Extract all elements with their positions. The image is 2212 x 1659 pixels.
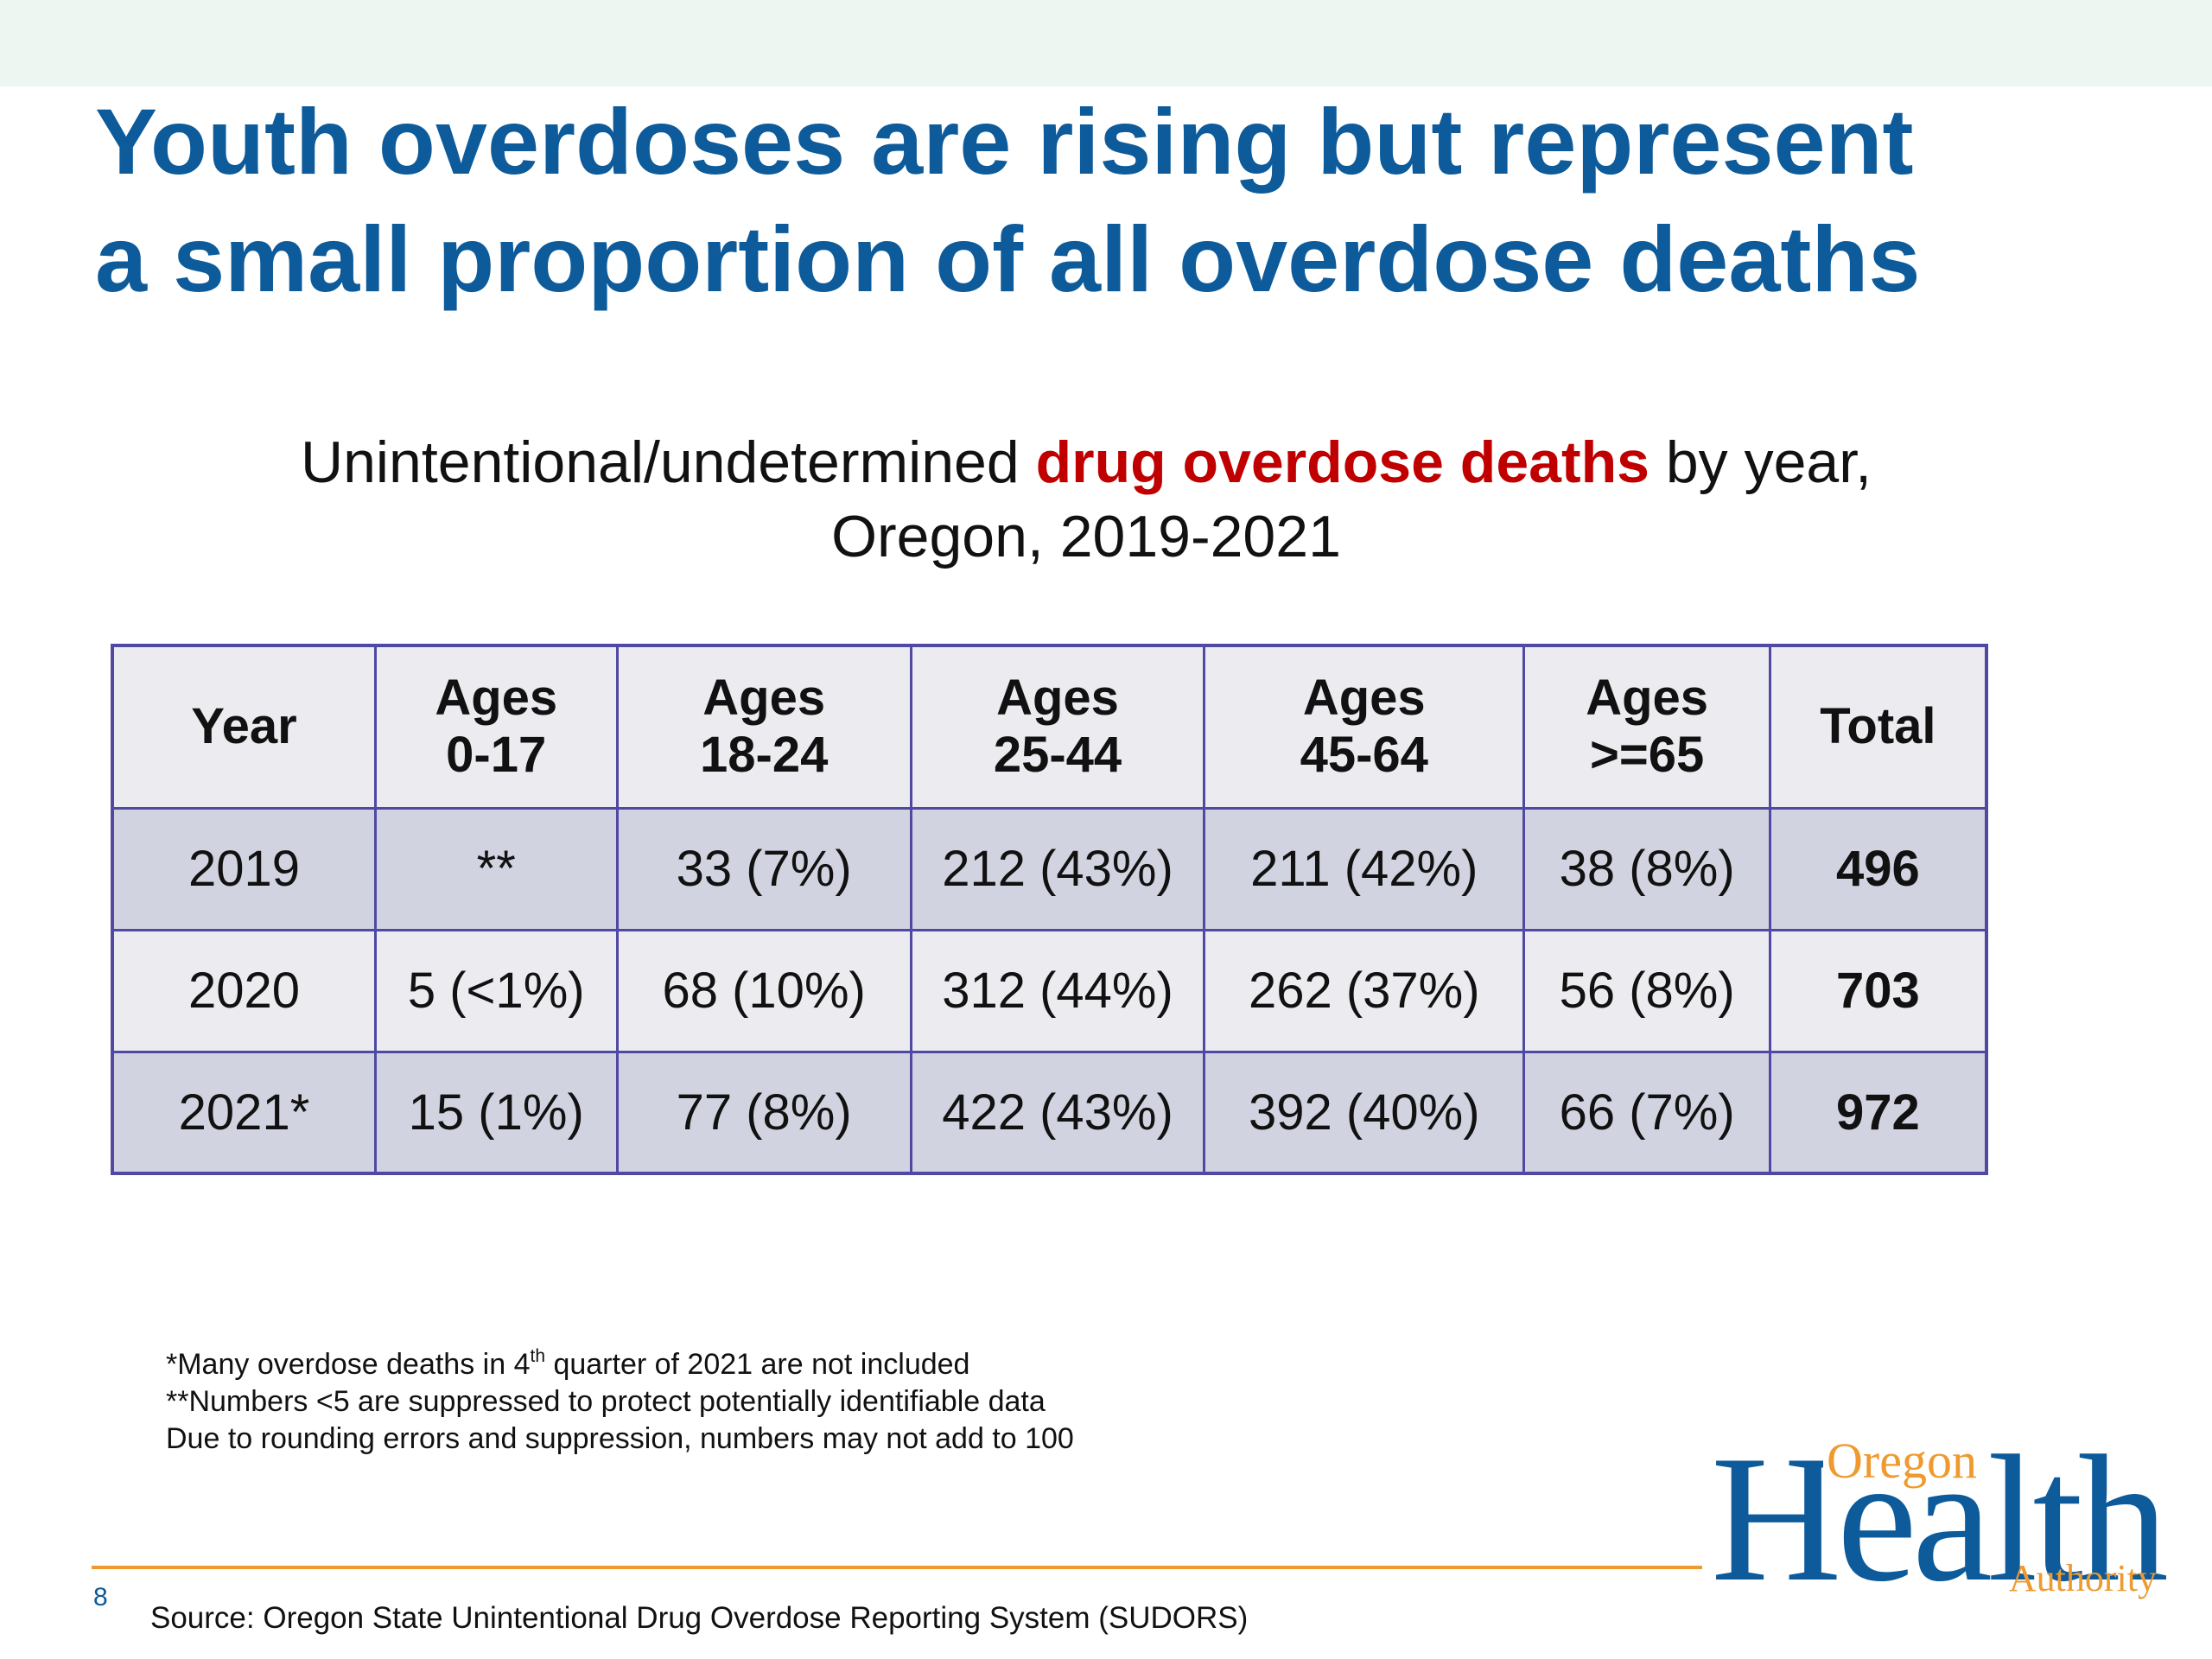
header-ages-65-plus: Ages >=65	[1522, 644, 1771, 810]
overdose-deaths-table: Year Ages 0-17 Ages 18-24 Ages 25-44 Ages 45…	[111, 644, 1988, 1175]
header-label: Ages	[702, 670, 826, 727]
header-ages-18-24: Ages 18-24	[615, 644, 912, 810]
header-label: 45-64	[1300, 727, 1428, 784]
header-year: Year	[111, 644, 377, 810]
cell-ages-65-plus: 66 (7%)	[1522, 1050, 1771, 1175]
header-ages-25-44: Ages 25-44	[909, 644, 1206, 810]
header-label: >=65	[1589, 727, 1705, 784]
footnote-superscript: th	[530, 1346, 545, 1366]
cell-year: 2020	[111, 928, 377, 1053]
header-label: Ages	[1586, 670, 1709, 727]
subtitle-line-2: Oregon, 2019-2021	[831, 504, 1341, 569]
slide-title-line-2: a small proportion of all overdose death…	[95, 207, 1921, 311]
cell-year: 2019	[111, 806, 377, 931]
cell-ages-0-17: 5 (<1%)	[373, 928, 619, 1053]
slide-title-line-1: Youth overdoses are rising but represent	[95, 89, 1914, 194]
footer-divider	[92, 1566, 1702, 1569]
footnote-incomplete-data: *Many overdose deaths in 4th quarter of …	[166, 1346, 1376, 1383]
header-total: Total	[1768, 644, 1988, 810]
cell-total: 496	[1768, 806, 1988, 931]
cell-ages-65-plus: 38 (8%)	[1522, 806, 1771, 931]
cell-ages-0-17: **	[373, 806, 619, 931]
footnote-suppression: **Numbers <5 are suppressed to protect p…	[166, 1385, 1046, 1418]
logo-authority: Authority	[2008, 1557, 2157, 1599]
header-label: 18-24	[699, 727, 829, 784]
oregon-health-authority-logo: Health Oregon Authority	[1711, 1428, 2169, 1610]
cell-ages-0-17: 15 (1%)	[373, 1050, 619, 1175]
footnote-text: *Many overdose deaths in 4	[166, 1348, 531, 1381]
cell-year: 2021*	[111, 1050, 377, 1175]
cell-ages-45-64: 211 (42%)	[1203, 806, 1526, 931]
header-ages-0-17: Ages 0-17	[373, 644, 619, 810]
header-label: 0-17	[446, 727, 547, 784]
cell-ages-25-44: 212 (43%)	[909, 806, 1206, 931]
header-label: Year	[191, 698, 297, 755]
header-label: Total	[1820, 698, 1936, 755]
subtitle-line-1: Unintentional/undetermined drug overdose…	[0, 425, 2172, 499]
cell-total: 972	[1768, 1050, 1988, 1175]
header-label: 25-44	[993, 727, 1122, 784]
table-header-row: Year Ages 0-17 Ages 18-24 Ages 25-44 Ages 45…	[111, 644, 1988, 810]
footnote-text: quarter of 2021 are not included	[545, 1348, 970, 1381]
table-row: 2021* 15 (1%) 77 (8%) 422 (43%) 392 (40%…	[111, 1050, 1988, 1175]
cell-ages-65-plus: 56 (8%)	[1522, 928, 1771, 1053]
header-label: Ages	[435, 670, 558, 727]
cell-ages-25-44: 312 (44%)	[909, 928, 1206, 1053]
table-row: 2019 ** 33 (7%) 212 (43%) 211 (42%) 38 (…	[111, 806, 1988, 931]
page-number: 8	[93, 1583, 108, 1611]
top-band	[0, 0, 2212, 86]
source-citation: Source: Oregon State Unintentional Drug …	[150, 1601, 1249, 1635]
table-row: 2020 5 (<1%) 68 (10%) 312 (44%) 262 (37%…	[111, 928, 1988, 1053]
cell-total: 703	[1768, 928, 1988, 1053]
footnote-rounding: Due to rounding errors and suppression, …	[166, 1422, 1074, 1455]
table-subtitle: Unintentional/undetermined drug overdose…	[0, 425, 2172, 574]
cell-ages-18-24: 77 (8%)	[615, 1050, 912, 1175]
cell-ages-18-24: 33 (7%)	[615, 806, 912, 931]
cell-ages-25-44: 422 (43%)	[909, 1050, 1206, 1175]
cell-ages-45-64: 392 (40%)	[1203, 1050, 1526, 1175]
logo-oregon: Oregon	[1823, 1435, 1980, 1487]
subtitle-text-pre: Unintentional/undetermined	[301, 429, 1036, 495]
header-label: Ages	[996, 670, 1119, 727]
subtitle-emphasis: drug overdose deaths	[1035, 429, 1649, 495]
slide-title: Youth overdoses are rising but represent…	[95, 83, 2169, 318]
cell-ages-45-64: 262 (37%)	[1203, 928, 1526, 1053]
header-ages-45-64: Ages 45-64	[1203, 644, 1526, 810]
footnotes: *Many overdose deaths in 4th quarter of …	[166, 1346, 1376, 1458]
header-label: Ages	[1302, 670, 1426, 727]
cell-ages-18-24: 68 (10%)	[615, 928, 912, 1053]
subtitle-text-post: by year,	[1649, 429, 1872, 495]
